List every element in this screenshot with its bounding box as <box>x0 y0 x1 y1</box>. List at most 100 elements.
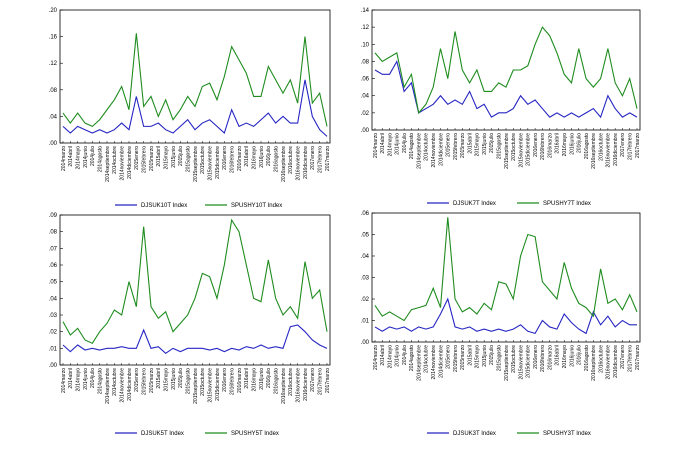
x-tick-label: 2016agosto <box>273 368 279 394</box>
x-tick-label: 2016agosto <box>584 133 590 159</box>
x-tick-label: 2014diciembre <box>127 368 133 401</box>
x-tick-label: 2016junio <box>569 133 575 155</box>
x-tick-label: 2014septiembre <box>416 133 422 169</box>
x-tick-label: 2014agosto <box>97 368 103 394</box>
y-tick-label: .04 <box>49 114 58 120</box>
x-tick-label: 2015enero <box>446 345 452 369</box>
x-tick-label: 2014julio <box>402 133 408 153</box>
x-tick-label: 2016junio <box>259 146 265 168</box>
x-tick-label: 2014junio <box>395 345 401 367</box>
x-tick-label: 2014mayo <box>387 133 393 157</box>
x-tick-label: 2016septiembre <box>281 368 287 404</box>
plot-frame <box>59 9 331 144</box>
x-tick-label: 2015diciembre <box>215 368 221 401</box>
x-tick-label: 2016marzo <box>237 146 243 171</box>
x-tick-label: 2015diciembre <box>526 345 532 378</box>
y-tick-label: .02 <box>361 297 370 303</box>
x-tick-label: 2016mayo <box>562 345 568 369</box>
x-tick-label: 2015marzo <box>149 146 155 171</box>
x-tick-label: 2015septiembre <box>193 146 199 182</box>
x-tick-label: 2014noviembre <box>431 345 437 380</box>
x-tick-label: 2015marzo <box>460 133 466 158</box>
x-tick-label: 2016diciembre <box>303 146 309 179</box>
y-tick-label: .07 <box>49 246 58 252</box>
x-tick-label: 2015enero <box>446 133 452 157</box>
x-tick-label: 2014abril <box>68 368 74 389</box>
x-tick-label: 2016diciembre <box>613 133 619 166</box>
x-tick-label: 2014mayo <box>75 368 81 392</box>
series-line <box>62 218 328 345</box>
x-tick-label: 2014marzo <box>61 368 67 393</box>
x-tick-label: 2015septiembre <box>504 345 510 381</box>
x-tick-label: 2015junio <box>171 368 177 390</box>
x-tick-label: 2016septiembre <box>591 133 597 169</box>
x-tick-label: 2014agosto <box>97 146 103 172</box>
y-tick-label: .02 <box>49 330 58 336</box>
series-line <box>374 297 637 335</box>
x-tick-label: 2014junio <box>83 146 89 168</box>
x-tick-label: 2017marzo <box>325 368 331 393</box>
x-tick-label: 2015abril <box>156 146 162 167</box>
x-tick-label: 2016marzo <box>547 133 553 158</box>
x-tick-label: 2015noviembre <box>207 368 213 403</box>
x-tick-label: 2016abril <box>555 133 561 154</box>
x-tick-label: 2016enero <box>222 146 228 170</box>
x-tick-label: 2016noviembre <box>295 368 301 403</box>
x-tick-label: 2015marzo <box>460 345 466 370</box>
x-tick-label: 2016octubre <box>598 133 604 161</box>
x-tick-label: 2016noviembre <box>606 133 612 168</box>
x-tick-label: 2015octubre <box>511 133 517 161</box>
x-tick-label: 2016febrero <box>540 133 546 160</box>
x-tick-label: 2016noviembre <box>295 146 301 181</box>
x-tick-label: 2015abril <box>467 345 473 366</box>
x-tick-label: 2015mayo <box>163 368 169 392</box>
x-tick-label: 2014noviembre <box>431 133 437 168</box>
x-tick-label: 2016agosto <box>584 345 590 371</box>
x-tick-label: 2017enero <box>310 368 316 392</box>
x-tick-label: 2016julio <box>577 345 583 365</box>
x-tick-label: 2015julio <box>178 368 184 388</box>
x-tick-label: 2016septiembre <box>281 146 287 182</box>
y-tick-label: .04 <box>361 94 370 100</box>
x-tick-label: 2015noviembre <box>518 345 524 380</box>
legend-label: DJSUK3T Index <box>453 431 496 437</box>
series-line <box>62 324 328 355</box>
x-tick-label: 2016febrero <box>540 345 546 372</box>
x-tick-label: 2016marzo <box>237 368 243 393</box>
x-tick-label: 2015septiembre <box>193 368 199 404</box>
x-tick-label: 2017marzo <box>635 345 641 370</box>
y-tick-label: .00 <box>361 340 370 346</box>
x-tick-label: 2014marzo <box>373 133 379 158</box>
y-tick-label: .03 <box>49 313 58 319</box>
x-tick-label: 2014abril <box>68 146 74 167</box>
x-tick-label: 2015enero <box>134 368 140 392</box>
x-tick-label: 2016julio <box>266 368 272 388</box>
x-tick-label: 2015diciembre <box>215 146 221 179</box>
y-tick-label: .12 <box>361 25 370 31</box>
x-tick-label: 2014septiembre <box>105 368 111 404</box>
x-tick-label: 2014mayo <box>387 345 393 369</box>
x-tick-label: 2015septiembre <box>504 133 510 169</box>
x-tick-label: 2014octubre <box>112 368 118 396</box>
x-tick-label: 2016diciembre <box>303 368 309 401</box>
x-tick-label: 2016diciembre <box>613 345 619 378</box>
legend-label: SPUSHY3T Index <box>543 431 591 437</box>
y-tick-label: .20 <box>49 8 58 14</box>
x-tick-label: 2014noviembre <box>119 368 125 403</box>
y-tick-label: .03 <box>361 276 370 282</box>
x-tick-label: 2015octubre <box>200 146 206 174</box>
x-tick-label: 2015abril <box>156 368 162 389</box>
x-tick-label: 2014diciembre <box>127 146 133 179</box>
x-tick-label: 2014junio <box>83 368 89 390</box>
x-tick-label: 2014septiembre <box>416 345 422 381</box>
x-tick-label: 2016enero <box>533 345 539 369</box>
x-tick-label: 2015octubre <box>511 345 517 373</box>
x-tick-label: 2015julio <box>489 345 495 365</box>
y-tick-label: .16 <box>49 35 58 41</box>
x-tick-label: 2015mayo <box>163 146 169 170</box>
y-tick-label: .10 <box>361 42 370 48</box>
x-tick-label: 2016abril <box>244 368 250 389</box>
x-tick-label: 2017febrero <box>628 345 634 372</box>
y-tick-label: .00 <box>49 363 58 369</box>
